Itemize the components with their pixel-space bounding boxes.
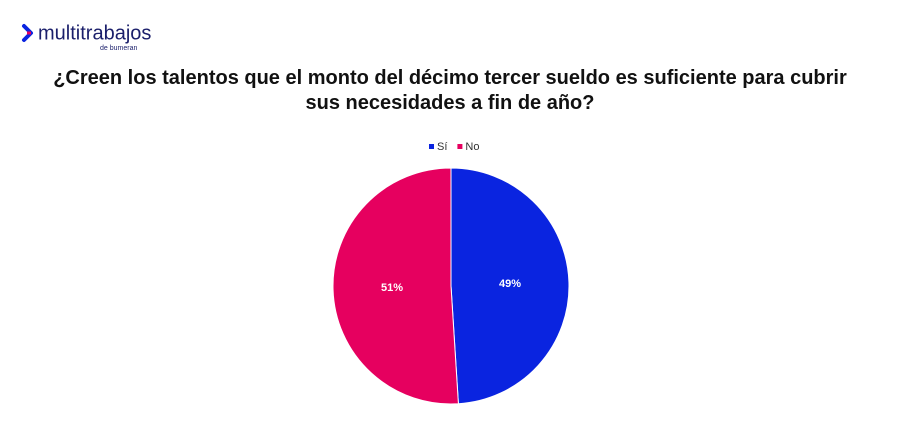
legend-swatch: [429, 144, 434, 149]
chart-title: ¿Creen los talentos que el monto del déc…: [53, 67, 847, 114]
pie-slice: [332, 167, 459, 405]
pie-slice: [450, 167, 570, 405]
legend-label: No: [465, 141, 479, 153]
legend-swatch: [457, 144, 463, 149]
data-label: 49%: [499, 278, 521, 290]
legend-label: Sí: [437, 141, 447, 153]
logo: multitrabajos de bumeran: [22, 22, 151, 52]
brand-tagline: de bumeran: [100, 45, 137, 52]
data-label: 51%: [381, 282, 403, 294]
brand-name: multitrabajos: [38, 22, 151, 44]
